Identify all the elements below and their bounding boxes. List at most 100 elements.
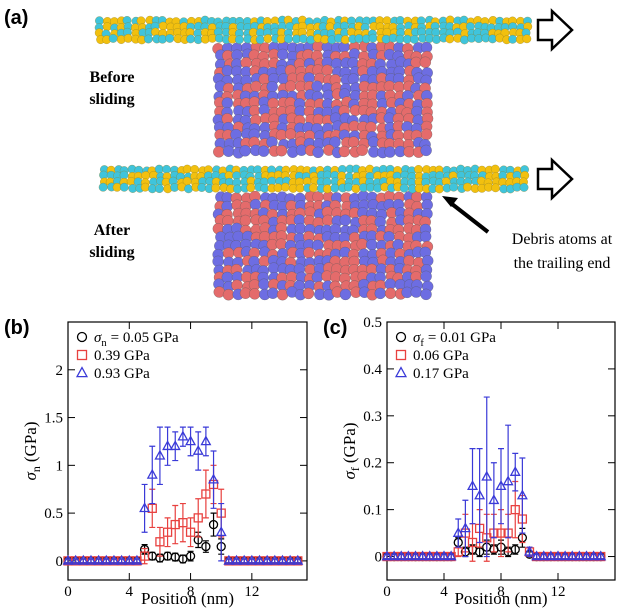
atom [162,165,170,173]
atom [235,35,243,43]
atom [312,81,323,92]
x-axis-label: Position (nm) [454,589,547,608]
atom [267,288,278,299]
atom [120,183,128,191]
atom [186,35,194,43]
x-axis-label: Position (nm) [141,589,234,608]
error-bar [203,470,209,518]
atom [103,22,111,30]
atom [357,145,368,156]
atom [460,36,468,44]
atom [396,16,404,24]
atom [404,255,415,266]
x-tick-label: 4 [126,584,134,600]
label-text: = 0.01 GPa [428,330,496,346]
atom [314,34,322,42]
atom [99,183,107,191]
atom [309,184,317,192]
panel-label: (c) [323,317,347,339]
atom [183,165,191,173]
atom [233,185,241,193]
y-tick-label: 0.5 [363,315,382,331]
y-tick-label: 0.3 [363,409,382,425]
atom [508,35,516,43]
atom [198,183,206,191]
atom [268,263,279,274]
sliding-arrow [538,11,572,49]
atom [400,184,408,192]
atom [357,239,368,250]
atom [491,165,499,173]
state-label: sliding [89,244,134,261]
pointer-arrow [452,204,488,232]
atom [369,34,377,42]
y-tick-label: 0.4 [363,362,382,378]
label-text: (GPa) [21,422,40,463]
atom [339,146,350,157]
atom [166,34,174,42]
error-bar [470,524,476,562]
error-bar [188,518,194,547]
atom [421,145,432,156]
atom [284,35,292,43]
atom [303,247,314,258]
subscript: f [348,467,362,471]
atom [463,183,471,191]
atom [258,146,269,157]
atom [341,36,349,44]
x-tick-label: 0 [383,584,391,600]
y-tick-label: 0.5 [44,506,63,522]
annotation: the trailing end [514,255,611,272]
y-tick-label: 1 [56,458,64,474]
atom [240,215,251,226]
error-bar [211,513,217,536]
atom [420,57,431,68]
atom [295,223,306,234]
atom [520,183,528,191]
atom [340,215,351,226]
y-tick-label: 0.2 [363,456,382,472]
sliding-arrow [538,160,572,198]
error-bar [455,547,461,556]
atom [366,239,377,250]
atom [250,199,261,210]
atom [158,35,166,43]
atom [264,34,272,42]
y-axis-label: σn(GPa) [21,422,43,481]
state-label: sliding [89,91,134,108]
legend-label: 0.17 GPa [413,366,469,382]
atom [184,185,192,193]
atom [276,145,287,156]
label-text: (GPa) [340,423,359,464]
atom [155,184,163,192]
atom [352,184,360,192]
atom [312,240,323,251]
atom [276,239,287,250]
atom [299,35,307,43]
atom [277,289,288,300]
x-tick-label: 12 [551,584,566,600]
atom [251,81,262,92]
atom [223,146,234,157]
y-tick-label: 2 [56,363,64,379]
state-label: After [94,222,130,239]
atom [432,35,440,43]
atom [331,184,339,192]
y-tick-label: 0 [375,550,383,566]
atom [421,271,432,282]
atom [267,81,278,92]
atom [296,184,304,192]
y-tick-label: 0.1 [363,503,382,519]
x-tick-label: 0 [64,584,72,600]
figure: (a) Before sliding After sliding Debris … [0,0,637,608]
atom [348,137,359,148]
atom [323,185,331,193]
error-bar [142,548,148,563]
atom [411,287,422,298]
legend-label: 0.06 GPa [413,348,469,364]
atom [523,35,531,43]
atom [249,105,260,116]
atom [384,147,395,158]
label-text: = 0.05 GPa [111,330,179,346]
atom [109,34,117,42]
